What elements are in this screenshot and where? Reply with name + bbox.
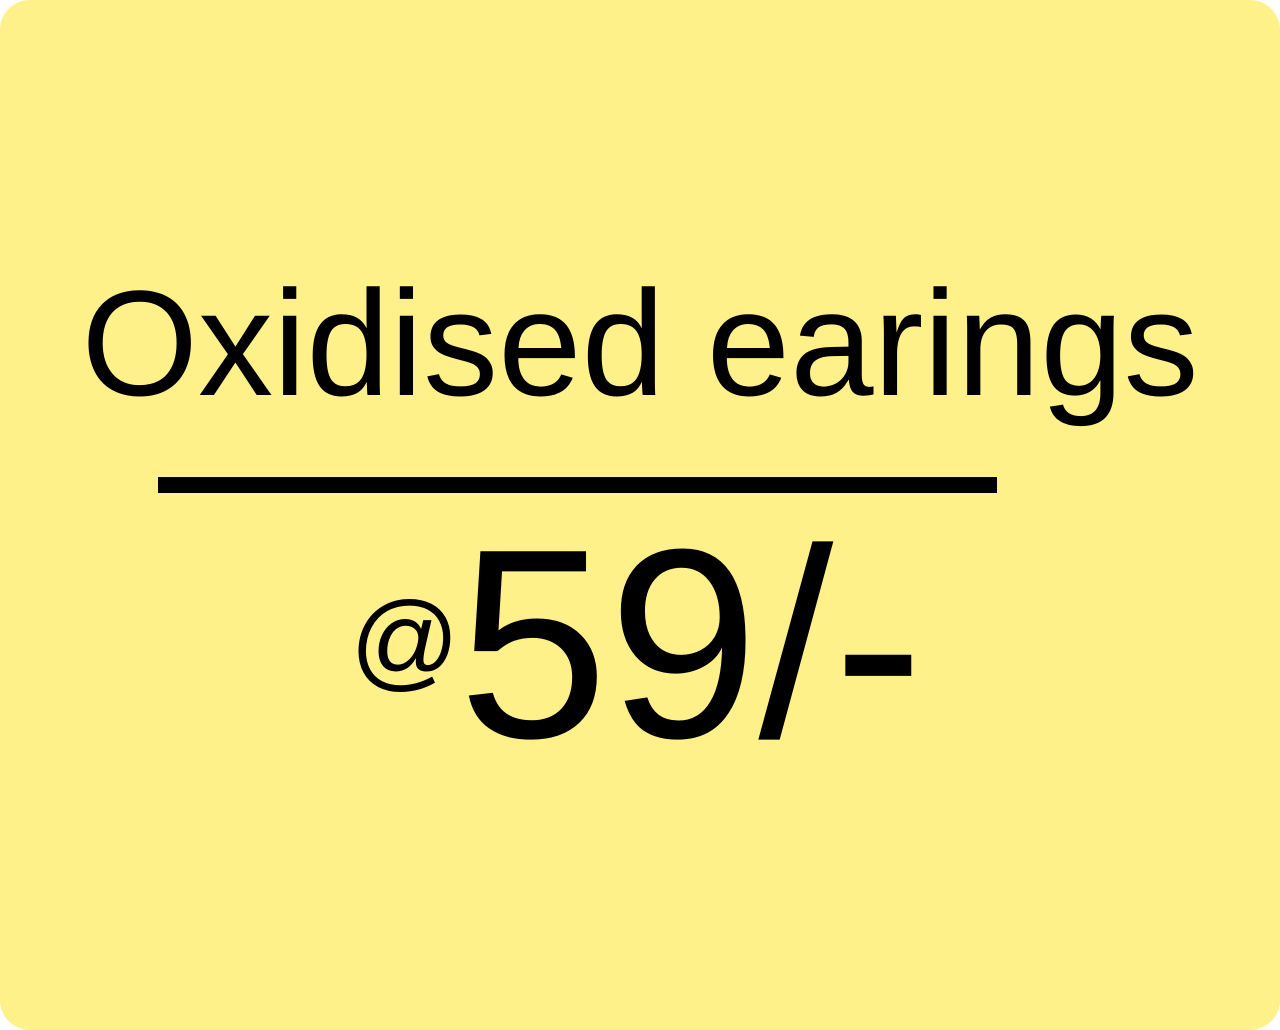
- divider-line: [158, 477, 997, 493]
- price-amount: 59/-: [458, 494, 924, 795]
- price-prefix: @: [350, 579, 460, 700]
- product-title: Oxidised earings: [81, 259, 1199, 427]
